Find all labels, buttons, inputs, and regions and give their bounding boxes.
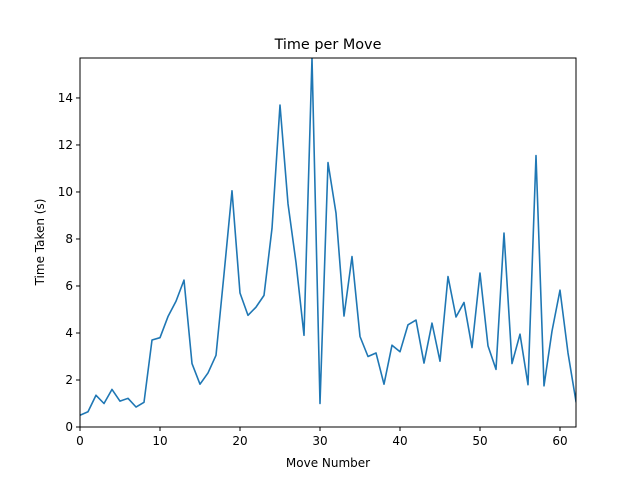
- x-tick-label: 40: [392, 434, 407, 448]
- x-tick-label: 0: [76, 434, 84, 448]
- series-line-0: [80, 58, 576, 417]
- plot-area: [80, 58, 576, 417]
- x-axis: 0 10 20 30 40 50 60: [76, 427, 568, 448]
- y-axis-label: Time Taken (s): [33, 199, 47, 287]
- y-tick-label: 4: [65, 326, 73, 340]
- y-axis: 0 2 4 6 8 10 12 14: [58, 91, 80, 434]
- y-tick-label: 8: [65, 232, 73, 246]
- chart-title: Time per Move: [274, 37, 382, 53]
- x-tick-label: 50: [472, 434, 487, 448]
- y-tick-label: 0: [65, 420, 73, 434]
- x-axis-label: Move Number: [286, 456, 370, 470]
- x-tick-label: 60: [552, 434, 567, 448]
- x-tick-label: 30: [312, 434, 327, 448]
- y-tick-label: 6: [65, 279, 73, 293]
- y-tick-label: 12: [58, 138, 73, 152]
- y-tick-label: 10: [58, 185, 73, 199]
- x-tick-label: 10: [152, 434, 167, 448]
- plot-frame: [79, 57, 577, 428]
- y-tick-label: 2: [65, 373, 73, 387]
- x-tick-label: 20: [232, 434, 247, 448]
- y-tick-label: 14: [58, 91, 73, 105]
